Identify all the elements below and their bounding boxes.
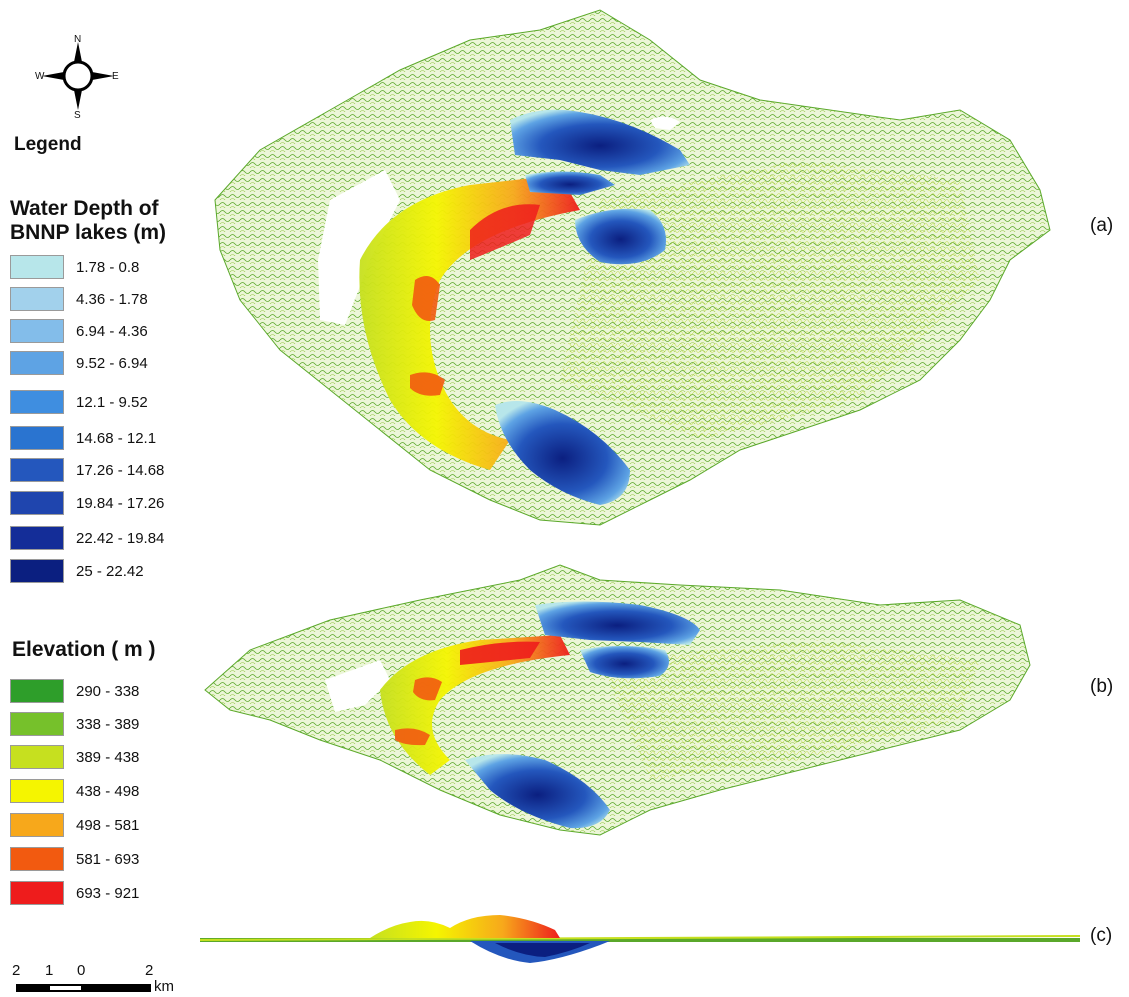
- class-label: 6.94 - 4.36: [76, 322, 148, 340]
- compass-west-label: W: [35, 71, 45, 82]
- scale-tick-0: 0: [77, 962, 86, 979]
- scale-tick-2-left: 2: [12, 962, 21, 979]
- elevation-class-7: 693 - 921: [10, 880, 139, 906]
- class-label: 25 - 22.42: [76, 562, 144, 580]
- swatch: [10, 881, 64, 905]
- swatch: [10, 255, 64, 279]
- scale-bar: [16, 984, 151, 992]
- water-depth-class-1: 1.78 - 0.8: [10, 254, 139, 280]
- water-depth-class-6: 14.68 - 12.1: [10, 425, 156, 451]
- panel-label-a: (a): [1090, 215, 1114, 236]
- water-depth-class-5: 12.1 - 9.52: [10, 389, 148, 415]
- swatch: [10, 390, 64, 414]
- panel-label-c: (c): [1090, 925, 1113, 946]
- elevation-class-1: 290 - 338: [10, 678, 139, 704]
- swatch: [10, 319, 64, 343]
- swatch: [10, 287, 64, 311]
- swatch: [10, 813, 64, 837]
- class-label: 9.52 - 6.94: [76, 354, 148, 372]
- water-depth-class-10: 25 - 22.42: [10, 558, 144, 584]
- class-label: 14.68 - 12.1: [76, 429, 157, 447]
- class-label: 12.1 - 9.52: [76, 393, 148, 411]
- swatch: [10, 679, 64, 703]
- class-label: 581 - 693: [76, 850, 140, 868]
- class-label: 19.84 - 17.26: [76, 494, 165, 512]
- swatch: [10, 426, 64, 450]
- swatch: [10, 745, 64, 769]
- swatch: [10, 458, 64, 482]
- compass-south-label: S: [74, 110, 81, 121]
- elevation-class-6: 581 - 693: [10, 846, 139, 872]
- swatch: [10, 847, 64, 871]
- class-label: 693 - 921: [76, 884, 140, 902]
- elevation-class-5: 498 - 581: [10, 812, 139, 838]
- water-depth-title-line2: BNNP lakes (m): [10, 221, 167, 244]
- class-label: 389 - 438: [76, 748, 140, 766]
- class-label: 4.36 - 1.78: [76, 290, 148, 308]
- water-depth-class-4: 9.52 - 6.94: [10, 350, 148, 376]
- water-depth-class-2: 4.36 - 1.78: [10, 286, 148, 312]
- legend-title: Legend: [14, 134, 82, 155]
- class-label: 338 - 389: [76, 715, 140, 733]
- swatch: [10, 712, 64, 736]
- elevation-class-2: 338 - 389: [10, 711, 139, 737]
- compass-rose-icon: [42, 42, 114, 110]
- scale-unit: km: [154, 978, 174, 995]
- map-panel-c: [199, 915, 1081, 963]
- compass-north-label: N: [74, 34, 82, 45]
- water-depth-class-3: 6.94 - 4.36: [10, 318, 148, 344]
- map-panel-b: [204, 564, 1031, 836]
- scale-tick-1: 1: [45, 962, 54, 979]
- water-depth-class-9: 22.42 - 19.84: [10, 525, 164, 551]
- class-label: 290 - 338: [76, 682, 140, 700]
- map-panel-a: [214, 9, 1051, 526]
- swatch: [10, 526, 64, 550]
- elevation-title: Elevation ( m ): [12, 638, 156, 661]
- water-depth-class-7: 17.26 - 14.68: [10, 457, 164, 483]
- compass-east-label: E: [112, 71, 119, 82]
- scale-tick-2-right: 2: [145, 962, 154, 979]
- water-depth-class-8: 19.84 - 17.26: [10, 490, 164, 516]
- class-label: 22.42 - 19.84: [76, 529, 165, 547]
- water-depth-title-line1: Water Depth of: [10, 197, 159, 220]
- class-label: 498 - 581: [76, 816, 140, 834]
- swatch: [10, 491, 64, 515]
- elevation-class-4: 438 - 498: [10, 778, 139, 804]
- panel-label-b: (b): [1090, 676, 1114, 697]
- elevation-class-3: 389 - 438: [10, 744, 139, 770]
- swatch: [10, 779, 64, 803]
- swatch: [10, 559, 64, 583]
- class-label: 438 - 498: [76, 782, 140, 800]
- class-label: 17.26 - 14.68: [76, 461, 165, 479]
- class-label: 1.78 - 0.8: [76, 258, 140, 276]
- swatch: [10, 351, 64, 375]
